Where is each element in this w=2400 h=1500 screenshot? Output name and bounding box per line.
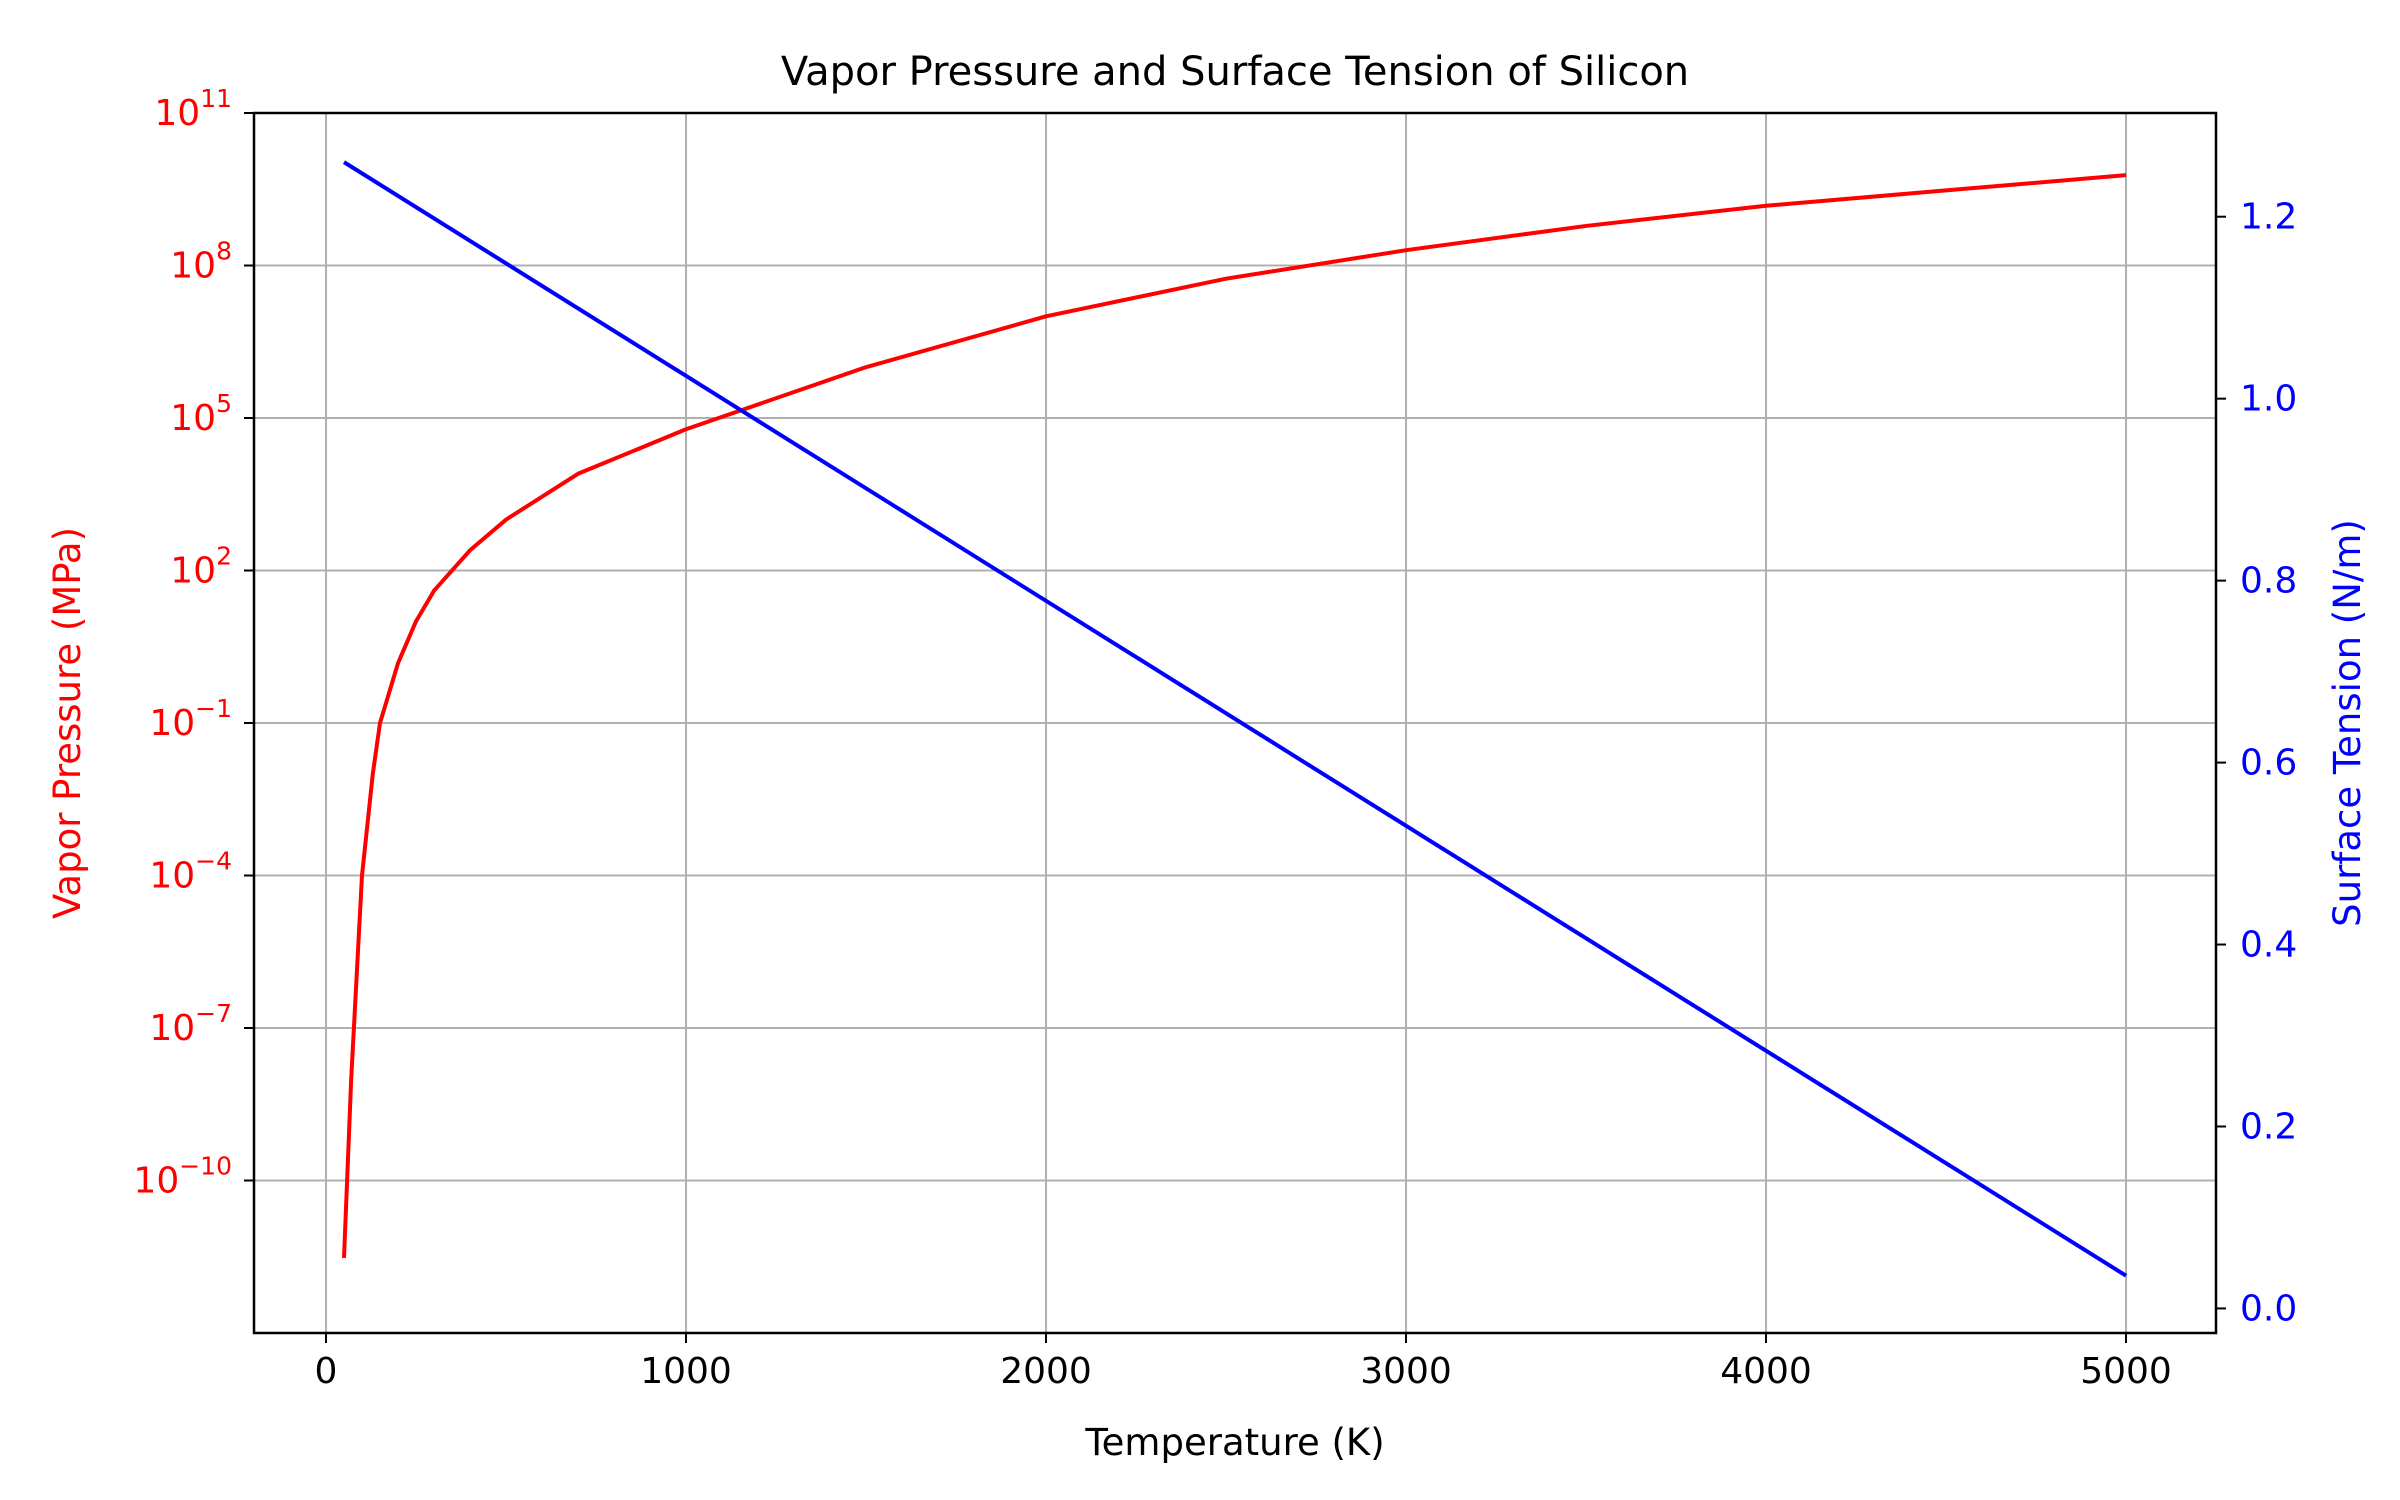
y-left-tick-label: 10−4 — [149, 847, 232, 897]
y-right-tick-label: 1.2 — [2240, 197, 2297, 238]
x-tick-label: 2000 — [1000, 1351, 1092, 1392]
y-right-tick-label: 0.6 — [2240, 743, 2297, 784]
y-left-axis-label: Vapor Pressure (MPa) — [46, 527, 89, 919]
x-axis-label: Temperature (K) — [1084, 1421, 1384, 1464]
plot-lines — [342, 160, 2128, 1278]
y-right-tick-label: 0.4 — [2240, 925, 2297, 966]
y-right-tick-label: 0.2 — [2240, 1106, 2297, 1147]
x-ticks: 0 1000 2000 3000 4000 5000 — [315, 1333, 2172, 1392]
surface-tension-line — [342, 160, 2128, 1278]
y-left-tick-label: 10−1 — [149, 694, 232, 744]
vapor-pressure-line — [342, 173, 2127, 1258]
y-left-tick-label: 10−10 — [133, 1152, 232, 1202]
y-right-axis-label: Surface Tension (N/m) — [2326, 519, 2369, 927]
x-tick-label: 4000 — [1720, 1351, 1812, 1392]
y-left-tick-label: 1011 — [154, 84, 232, 134]
x-tick-label: 3000 — [1360, 1351, 1452, 1392]
x-tick-label: 5000 — [2080, 1351, 2172, 1392]
y-left-ticks: 10−10 10−7 10−4 10−1 102 105 108 1011 — [133, 84, 254, 1202]
y-left-tick-label: 102 — [170, 542, 232, 592]
y-right-tick-label: 0.8 — [2240, 561, 2297, 602]
x-tick-label: 0 — [315, 1351, 338, 1392]
y-left-tick-label: 10−7 — [149, 999, 232, 1049]
chart-title: Vapor Pressure and Surface Tension of Si… — [781, 49, 1689, 95]
y-left-tick-label: 108 — [170, 237, 232, 287]
y-right-tick-label: 1.0 — [2240, 379, 2297, 420]
y-left-tick-label: 105 — [170, 389, 232, 439]
x-tick-label: 1000 — [640, 1351, 732, 1392]
y-right-tick-label: 0.0 — [2240, 1288, 2297, 1329]
y-right-ticks: 0.0 0.2 0.4 0.6 0.8 1.0 1.2 — [2216, 197, 2297, 1329]
